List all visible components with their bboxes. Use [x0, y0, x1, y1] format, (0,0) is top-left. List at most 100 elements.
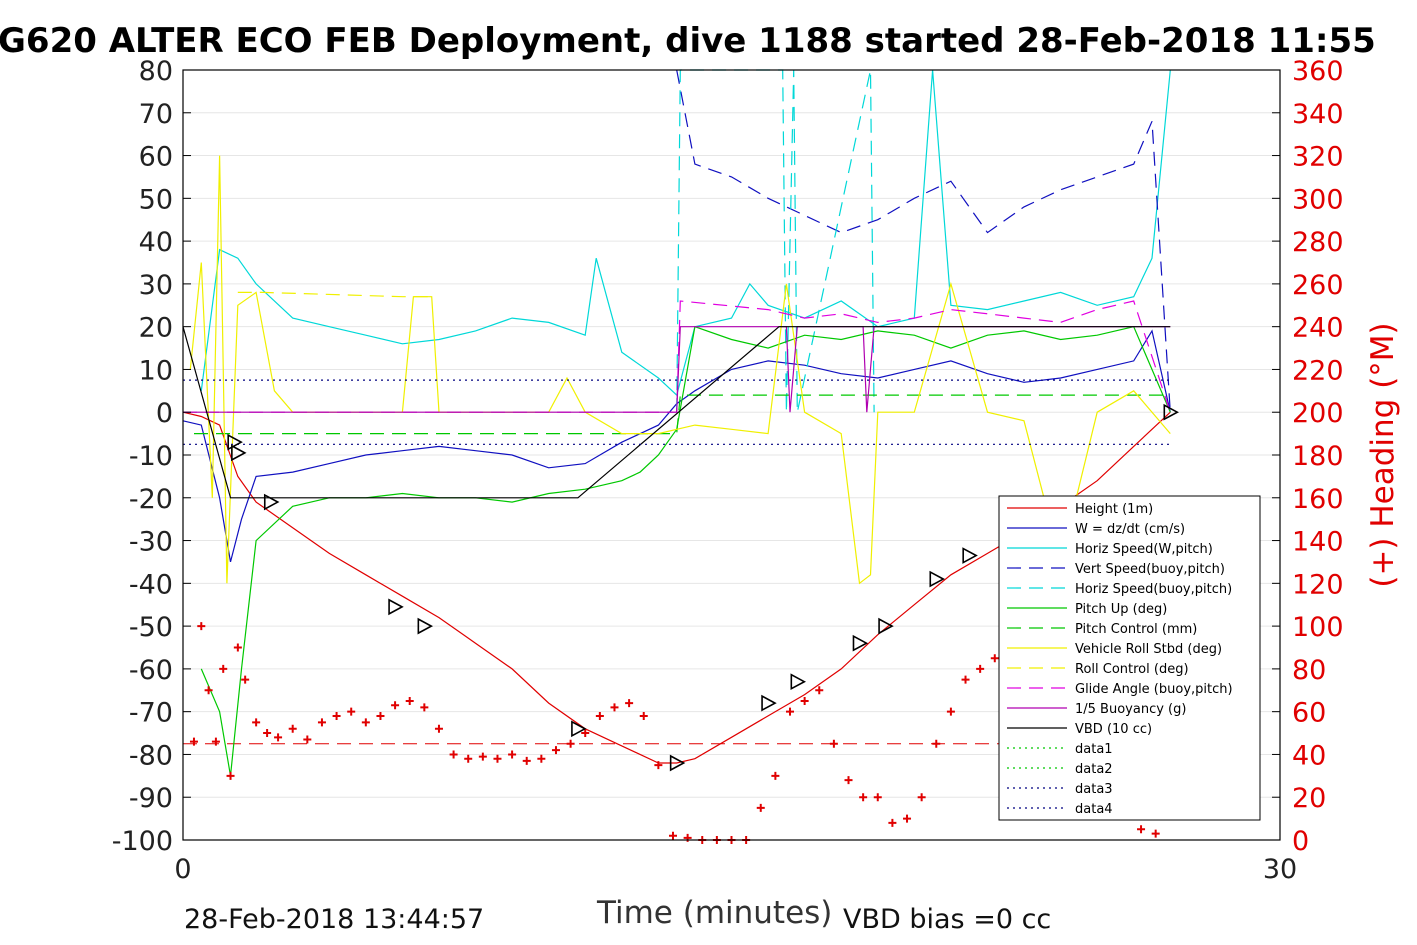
y-tick-label: -90	[129, 783, 173, 814]
y-tick-label: -20	[129, 484, 173, 515]
heading-point	[771, 771, 780, 780]
y2-tick-label: 0	[1292, 826, 1309, 857]
heading-point	[859, 793, 868, 802]
y-tick-label: 40	[139, 227, 173, 258]
heading-point	[332, 711, 341, 720]
legend-entry: Height (1m)	[1075, 502, 1153, 517]
heading-point	[610, 703, 619, 712]
heading-point	[189, 737, 198, 746]
left-axis-ticks: 80 70 60 50 40 30 20 10 0 -10 -20 -30 -40 -50 -60 -70 -8…	[112, 56, 191, 857]
heading-point	[464, 754, 473, 763]
heading-point	[1137, 825, 1146, 834]
heading-point	[233, 643, 242, 652]
y2-tick-label: 20	[1292, 783, 1326, 814]
y-tick-label: -100	[112, 826, 173, 857]
triangle-marker	[231, 444, 247, 462]
heading-point	[537, 754, 546, 763]
footer-timestamp: 28-Feb-2018 13:44:57	[184, 904, 484, 935]
y-tick-label: 50	[139, 184, 173, 215]
legend-entry: 1/5 Buoyancy (g)	[1075, 702, 1186, 717]
heading-point	[288, 724, 297, 733]
legend-entry: data4	[1075, 802, 1113, 817]
legend-entry: Pitch Up (deg)	[1075, 602, 1167, 617]
heading-point	[683, 833, 692, 842]
y2-tick-label: 80	[1292, 655, 1326, 686]
y-tick-label: -50	[129, 612, 173, 643]
legend-entry: Glide Angle (buoy,pitch)	[1075, 682, 1233, 697]
heading-point	[917, 793, 926, 802]
y-tick-label: 20	[139, 313, 173, 344]
series-line	[183, 300, 1171, 413]
footer-vbd-bias: VBD bias =0 cc	[843, 904, 1051, 935]
legend-entry: Roll Control (deg)	[1075, 662, 1189, 677]
heading-point	[211, 737, 220, 746]
y-tick-label: 80	[139, 56, 173, 87]
chart-title: G620 ALTER ECO FEB Deployment, dive 1188…	[0, 21, 1376, 61]
heading-point	[361, 718, 370, 727]
heading-point	[252, 718, 261, 727]
heading-point	[932, 739, 941, 748]
heading-point	[625, 699, 634, 708]
heading-point	[522, 756, 531, 765]
y-tick-label: -70	[129, 698, 173, 729]
heading-point	[347, 707, 356, 716]
legend: Height (1m) W = dz/dt (cm/s) Horiz Speed(W…	[998, 495, 1261, 821]
heading-point	[551, 746, 560, 755]
heading-point	[815, 686, 824, 695]
legend-entry: Pitch Control (mm)	[1075, 622, 1197, 637]
x-tick-label: 30	[1263, 854, 1297, 885]
x-axis-ticks: 0 30	[174, 854, 1297, 885]
y2-tick-label: 280	[1292, 227, 1344, 258]
heading-point	[263, 729, 272, 738]
legend-entry: Vehicle Roll Stbd (deg)	[1075, 642, 1222, 657]
heading-point	[508, 750, 517, 759]
heading-point	[873, 793, 882, 802]
triangle-marker	[878, 617, 894, 635]
x-axis-label: Time (minutes)	[596, 895, 832, 931]
marker-layer	[189, 403, 1179, 844]
y2-tick-label: 180	[1292, 441, 1344, 472]
x-tick-label: 0	[174, 854, 191, 885]
heading-point	[420, 703, 429, 712]
heading-point	[478, 752, 487, 761]
y2-tick-label: 120	[1292, 569, 1344, 600]
series-line	[182, 326, 1171, 499]
heading-point	[800, 696, 809, 705]
heading-point	[493, 754, 502, 763]
triangle-marker	[388, 598, 404, 616]
series-line	[183, 326, 1171, 413]
y2-tick-label: 140	[1292, 527, 1344, 558]
heading-point	[303, 735, 312, 744]
y-tick-label: -60	[129, 655, 173, 686]
series-line	[200, 69, 1171, 397]
triangle-marker	[852, 634, 869, 652]
legend-entry: VBD (10 cc)	[1075, 722, 1152, 737]
heading-point	[219, 664, 228, 673]
heading-point	[391, 701, 400, 710]
series-line	[200, 325, 1171, 776]
y2-tick-label: 200	[1292, 398, 1344, 429]
series-line	[237, 291, 428, 298]
heading-point	[1151, 829, 1160, 838]
heading-point	[376, 711, 385, 720]
legend-box	[998, 495, 1261, 821]
y2-tick-label: 60	[1292, 698, 1326, 729]
y2-tick-label: 360	[1292, 56, 1344, 87]
heading-point	[449, 750, 458, 759]
heading-point	[197, 622, 206, 631]
y2-tick-label: 100	[1292, 612, 1344, 643]
y-tick-label: -10	[129, 441, 173, 472]
y-tick-label: 0	[156, 398, 173, 429]
series-layer	[182, 69, 1171, 776]
triangle-marker	[761, 694, 777, 712]
heading-point	[961, 675, 970, 684]
triangle-marker	[669, 754, 686, 772]
heading-point	[829, 739, 838, 748]
legend-entry: data2	[1075, 762, 1113, 777]
heading-point	[976, 664, 985, 673]
heading-point	[756, 803, 765, 812]
heading-point	[844, 776, 853, 785]
triangle-marker	[962, 547, 978, 564]
y2-tick-label: 240	[1292, 313, 1344, 344]
triangle-marker	[571, 720, 587, 738]
